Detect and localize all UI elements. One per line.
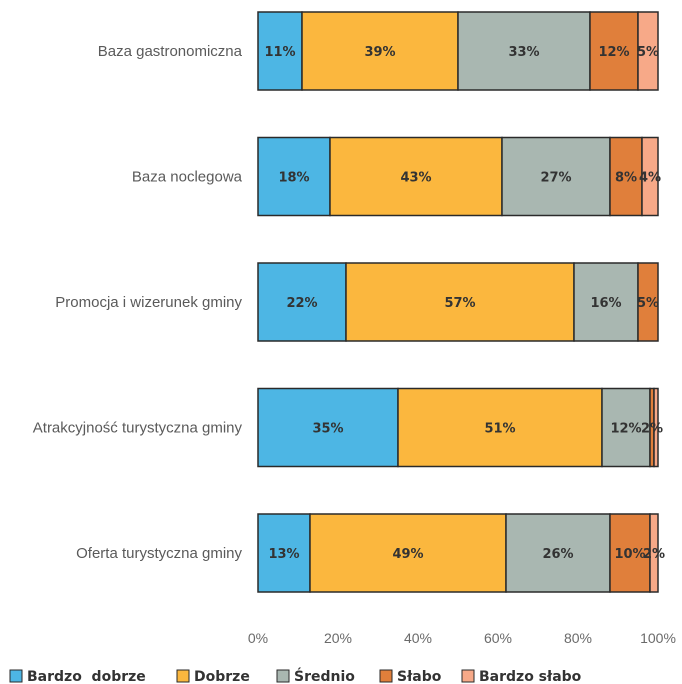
bar-segment — [457, 11, 591, 91]
data-label: 10% — [614, 547, 645, 562]
data-label: 11% — [264, 45, 295, 60]
data-label: 2% — [643, 547, 665, 562]
bar-segment — [301, 11, 459, 91]
data-label: 33% — [508, 45, 539, 60]
x-tick-label: 100% — [640, 630, 676, 646]
bar-segment — [345, 262, 575, 342]
legend-swatch — [379, 669, 393, 683]
bar-segment — [397, 387, 603, 468]
data-label: 51% — [484, 422, 515, 437]
data-label: 49% — [392, 547, 423, 562]
category-label: Promocja i wizerunek gminy — [55, 294, 242, 311]
data-label: 8% — [615, 171, 637, 186]
data-labels-group: 11% 39% 33% 12% 5% 18% 43% 27% 8% 4% 22% 57% 16% 5% 35… — [264, 45, 665, 562]
legend-label: Dobrze — [194, 669, 250, 684]
bar-segment — [609, 513, 651, 593]
category-labels-group: Baza gastronomiczna Baza noclegowa Promocj… — [33, 43, 243, 562]
bar-segment — [257, 262, 347, 342]
category-label: Atrakcyjność turystyczna gminy — [33, 420, 243, 437]
data-label: 43% — [400, 171, 431, 186]
x-tick-label: 60% — [484, 630, 512, 646]
bar-segment — [641, 136, 659, 217]
x-tick-label: 0% — [248, 630, 268, 646]
data-label: 18% — [278, 171, 309, 186]
data-label: 57% — [444, 296, 475, 311]
category-label: Oferta turystyczna gminy — [76, 545, 242, 562]
data-label: 13% — [268, 547, 299, 562]
category-label: Baza noclegowa — [132, 169, 243, 186]
bar-segment — [257, 11, 303, 91]
legend-swatch — [9, 669, 23, 683]
bar-segment — [329, 136, 503, 217]
legend-label: Bardzo dobrze — [27, 669, 146, 684]
bar-segment — [573, 262, 639, 342]
data-label: 27% — [540, 171, 571, 186]
legend-swatch — [276, 669, 290, 683]
bar-segment — [257, 136, 331, 217]
category-label: Baza gastronomiczna — [98, 43, 243, 60]
bar-segment — [649, 513, 659, 593]
legend-swatch — [176, 669, 190, 683]
data-label: 5% — [637, 45, 659, 60]
legend-label: Bardzo słabo — [479, 669, 582, 684]
legend-label: Średnio — [294, 667, 355, 684]
data-label: 26% — [542, 547, 573, 562]
x-axis-ticks-group: 0% 20% 40% 60% 80% 100% — [248, 630, 676, 646]
bar-segment — [653, 387, 659, 468]
data-label: 35% — [312, 422, 343, 437]
data-label: 12% — [598, 45, 629, 60]
bar-segment — [257, 513, 311, 593]
legend: Bardzo dobrze Dobrze Średnio Słabo Bardzo sł… — [9, 667, 582, 684]
legend-label: Słabo — [397, 669, 442, 684]
data-label: 39% — [364, 45, 395, 60]
data-label: 22% — [286, 296, 317, 311]
x-tick-label: 20% — [324, 630, 352, 646]
data-label: 12% — [610, 422, 641, 437]
bar-segment — [637, 11, 659, 91]
bar-segment — [505, 513, 611, 593]
x-tick-label: 80% — [564, 630, 592, 646]
data-label: 16% — [590, 296, 621, 311]
data-label: 4% — [639, 171, 661, 186]
data-label: 5% — [637, 296, 659, 311]
legend-swatch — [461, 669, 475, 683]
x-tick-label: 40% — [404, 630, 432, 646]
data-label: 2% — [641, 422, 663, 437]
bar-segment — [609, 136, 643, 217]
bars-group — [257, 11, 659, 593]
bar-segment — [309, 513, 507, 593]
bar-segment — [637, 262, 659, 342]
